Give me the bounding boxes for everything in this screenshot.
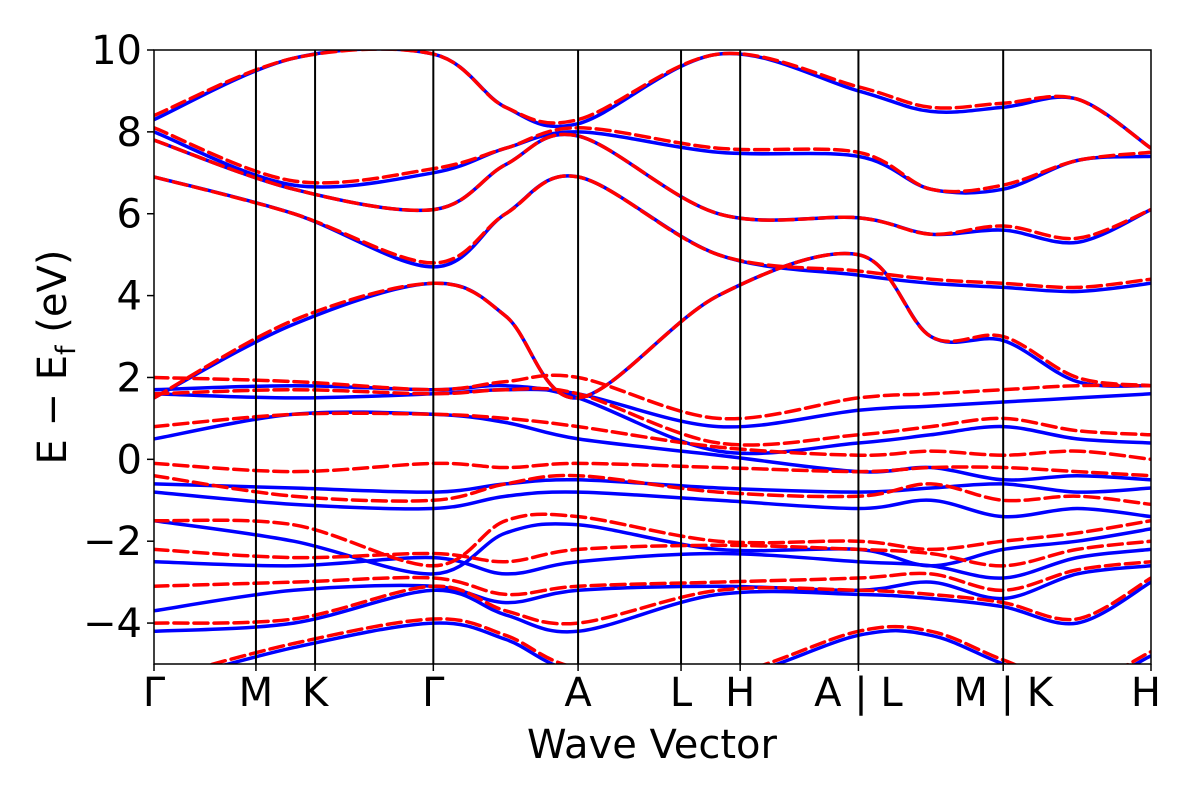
band-red-dashed-9 bbox=[154, 386, 1151, 447]
band-red-dashed-1 bbox=[154, 576, 1151, 626]
x-tick-label: H bbox=[1131, 670, 1161, 716]
y-axis-label-subscript: f bbox=[51, 344, 82, 355]
band-red-dashed-2 bbox=[154, 559, 1151, 597]
y-axis-ticks: −4 −2 0 2 4 6 8 10 bbox=[83, 28, 154, 647]
y-axis-label: E − Ef (eV) bbox=[30, 250, 82, 465]
band-red-dashed-7 bbox=[154, 411, 1151, 462]
band-blue-solid-5 bbox=[154, 490, 1151, 519]
y-tick-label: 2 bbox=[117, 355, 142, 401]
band-blue-solid-8 bbox=[154, 387, 1151, 429]
band-red-dashed-8 bbox=[154, 373, 1151, 421]
band-red-dashed-6 bbox=[154, 461, 1151, 478]
x-tick-label: A | L bbox=[814, 670, 903, 716]
y-axis-label-main: E − E bbox=[30, 355, 76, 465]
y-tick-label: 4 bbox=[117, 274, 142, 320]
band-blue-solid-13 bbox=[154, 130, 1151, 195]
x-tick-label: H bbox=[725, 670, 755, 716]
x-tick-label: M bbox=[239, 670, 274, 716]
x-tick-label: Γ bbox=[422, 670, 445, 716]
x-tick-label: M | K bbox=[953, 670, 1054, 716]
y-tick-label: −2 bbox=[83, 519, 142, 565]
plot-frame bbox=[153, 49, 1152, 665]
band-blue-solid-3 bbox=[154, 547, 1151, 580]
band-blue-solid-2 bbox=[154, 564, 1151, 613]
band-red-dashed-14 bbox=[154, 50, 1151, 150]
x-tick-label: A bbox=[564, 670, 592, 716]
x-axis-label: Wave Vector bbox=[527, 722, 778, 768]
band-blue-solid-0 bbox=[221, 621, 1151, 664]
band-red-dashed-13 bbox=[154, 126, 1151, 194]
x-tick-label: L bbox=[670, 670, 693, 716]
y-tick-label: 10 bbox=[91, 28, 142, 74]
x-tick-label: Γ bbox=[143, 670, 166, 716]
band-blue-solid-1 bbox=[154, 580, 1151, 634]
y-tick-label: 8 bbox=[117, 110, 142, 156]
band-blue-solid-6 bbox=[154, 477, 1151, 494]
plot-background bbox=[154, 50, 1151, 664]
band-red-dashed-5 bbox=[154, 473, 1151, 507]
y-tick-label: 6 bbox=[117, 192, 142, 238]
y-tick-label: 0 bbox=[117, 437, 142, 483]
band-red-dashed-0 bbox=[206, 617, 1151, 664]
high-symmetry-lines bbox=[254, 50, 1005, 664]
bands-layer bbox=[154, 50, 1151, 664]
band-red-dashed-3 bbox=[154, 539, 1151, 568]
y-axis-label-unit: (eV) bbox=[30, 250, 76, 346]
x-tick-label: K bbox=[302, 670, 330, 716]
y-tick-label: −4 bbox=[83, 601, 142, 647]
